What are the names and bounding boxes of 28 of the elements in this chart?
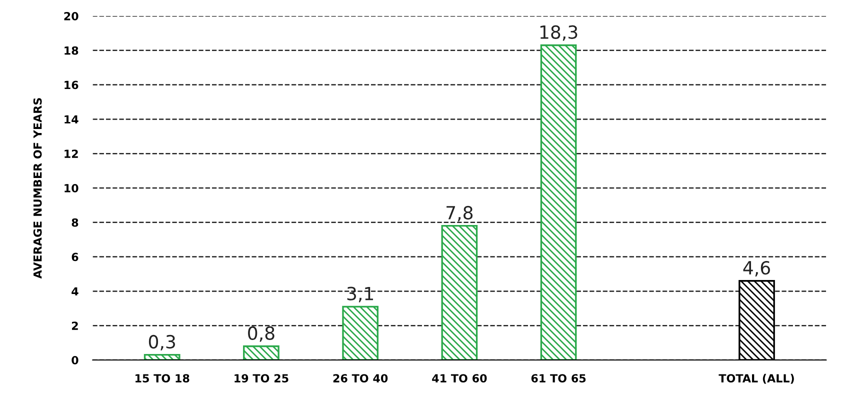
bar bbox=[144, 354, 180, 360]
y-axis-title: AVERAGE NUMBER OF YEARS bbox=[33, 98, 42, 279]
x-tick-label: 41 TO 60 bbox=[432, 374, 487, 382]
bar bbox=[243, 345, 280, 360]
x-tick-label: 15 TO 18 bbox=[136, 374, 190, 382]
data-label: 0,8 bbox=[248, 326, 274, 342]
y-tick-label: 4 bbox=[72, 287, 78, 296]
x-tick-label: 19 TO 25 bbox=[234, 374, 288, 382]
y-tick-label: 10 bbox=[64, 184, 78, 192]
y-tick-label: 20 bbox=[64, 12, 78, 20]
data-label: 4,6 bbox=[743, 260, 770, 276]
x-tick-label: 26 TO 40 bbox=[333, 374, 388, 382]
y-tick-label: 0 bbox=[72, 356, 78, 364]
bar bbox=[342, 306, 379, 360]
data-label: 0,3 bbox=[148, 334, 176, 350]
data-label: 7,8 bbox=[446, 206, 473, 222]
x-tick-label: TOTAL (ALL) bbox=[718, 374, 794, 384]
y-tick-label: 6 bbox=[72, 252, 78, 262]
y-tick-label: 8 bbox=[72, 218, 78, 227]
y-tick-label: 16 bbox=[64, 80, 78, 90]
y-tick-label: 2 bbox=[72, 322, 78, 330]
y-tick-label: 18 bbox=[64, 46, 78, 55]
x-tick-label: 61 TO 65 bbox=[531, 374, 586, 382]
y-tick-label: 12 bbox=[64, 150, 78, 158]
bar bbox=[540, 44, 577, 360]
bar bbox=[441, 225, 478, 360]
data-label: 18,3 bbox=[540, 25, 578, 41]
y-tick-label: 14 bbox=[64, 115, 78, 124]
